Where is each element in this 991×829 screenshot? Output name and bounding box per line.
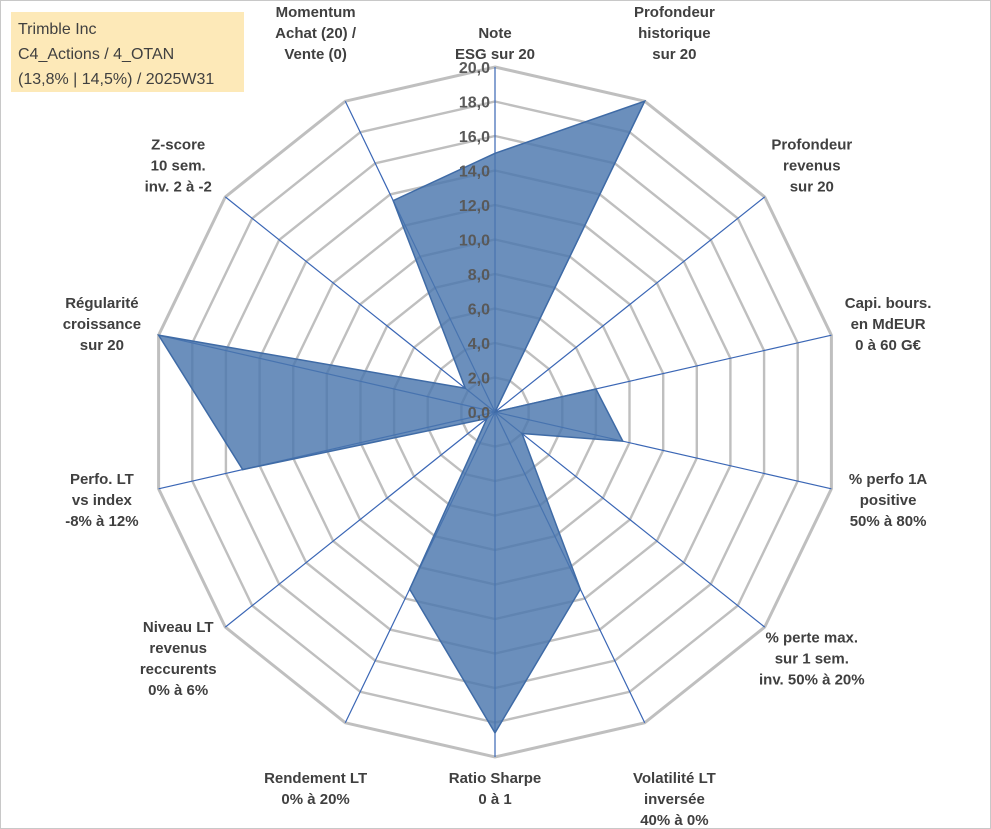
axis-label: Volatilité LT inversée 40% à 0% — [633, 770, 716, 829]
axis-label: Régularité croissance sur 20 — [63, 295, 141, 354]
axis-spoke — [494, 411, 766, 628]
axis-label: Niveau LT revenus reccurents 0% à 6% — [140, 619, 217, 699]
portfolio-name: C4_Actions / 4_OTAN — [18, 46, 175, 63]
axis-label: Perfo. LT vs index -8% à 12% — [65, 471, 138, 530]
tick-label: 12,0 — [459, 198, 490, 215]
axis-label: Profondeur revenus sur 20 — [771, 137, 852, 196]
axis-label: % perte max. sur 1 sem. inv. 50% à 20% — [759, 629, 865, 688]
performance-summary: (13,8% | 14,5%) / 2025W31 — [18, 71, 215, 88]
tick-label: 4,0 — [468, 336, 490, 353]
tick-label: 2,0 — [468, 371, 490, 388]
axis-spoke — [224, 196, 496, 413]
tick-label: 16,0 — [459, 129, 490, 146]
tick-label: 6,0 — [468, 302, 490, 319]
axis-labels: Note ESG sur 20 Profondeur historique sur 20… — [63, 4, 932, 829]
tick-label: 10,0 — [459, 233, 490, 250]
tick-label: 18,0 — [459, 95, 490, 112]
tick-label: 20,0 — [459, 60, 490, 77]
company-name: Trimble Inc — [18, 21, 97, 38]
series-polygon — [157, 99, 647, 735]
tick-label: 8,0 — [468, 267, 490, 284]
info-box: Trimble Inc C4_Actions / 4_OTAN (13,8% |… — [11, 12, 244, 92]
series-layer — [157, 99, 647, 735]
axis-label: Ratio Sharpe 0 à 1 — [449, 770, 542, 808]
tick-label: 14,0 — [459, 164, 490, 181]
axis-label: % perfo 1A positive 50% à 80% — [849, 471, 928, 530]
axis-label: Rendement LT 0% à 20% — [264, 770, 367, 808]
axis-label: Note ESG sur 20 — [455, 25, 535, 63]
tick-label: 0,0 — [468, 405, 490, 422]
axis-spoke — [494, 196, 766, 413]
axis-label: Z-score 10 sem. inv. 2 à -2 — [145, 137, 212, 196]
axis-label: Capi. bours. en MdEUR 0 à 60 G€ — [845, 295, 932, 354]
axis-spoke — [224, 411, 496, 628]
tick-labels: 0,0 2,0 4,0 6,0 8,0 10,0 12,0 14,0 16,0 18,0 20,0 — [459, 60, 490, 422]
axis-label: Profondeur historique sur 20 — [634, 4, 715, 63]
axis-label: Momentum Achat (20) / Vente (0) — [275, 4, 357, 63]
